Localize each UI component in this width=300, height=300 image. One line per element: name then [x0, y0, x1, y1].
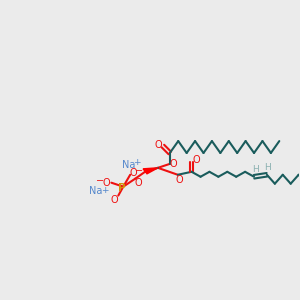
Text: O: O — [170, 159, 178, 169]
Text: Na: Na — [89, 186, 102, 196]
Text: O: O — [134, 178, 142, 188]
Text: O: O — [129, 168, 137, 178]
Text: O: O — [103, 178, 110, 188]
Text: +: + — [134, 158, 141, 167]
Text: H: H — [265, 163, 271, 172]
Text: −: − — [135, 166, 143, 176]
Text: +: + — [101, 186, 108, 195]
Text: O: O — [110, 194, 118, 205]
Text: Na: Na — [122, 160, 135, 170]
Text: O: O — [176, 175, 184, 185]
Text: O: O — [193, 155, 200, 165]
Text: −: − — [96, 176, 104, 186]
Polygon shape — [143, 168, 158, 174]
Text: O: O — [154, 140, 162, 150]
Text: P: P — [118, 183, 126, 193]
Text: H: H — [252, 165, 258, 174]
